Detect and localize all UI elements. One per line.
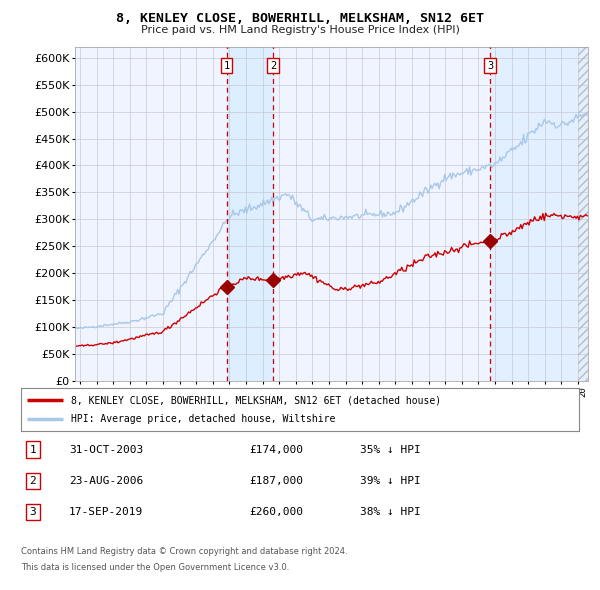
Text: Price paid vs. HM Land Registry's House Price Index (HPI): Price paid vs. HM Land Registry's House … bbox=[140, 25, 460, 35]
Text: 3: 3 bbox=[487, 61, 493, 71]
Text: 3: 3 bbox=[29, 507, 37, 517]
Bar bbox=[227, 47, 273, 381]
Text: Contains HM Land Registry data © Crown copyright and database right 2024.: Contains HM Land Registry data © Crown c… bbox=[21, 547, 347, 556]
Text: 35% ↓ HPI: 35% ↓ HPI bbox=[360, 445, 421, 454]
Text: 1: 1 bbox=[223, 61, 230, 71]
Text: 8, KENLEY CLOSE, BOWERHILL, MELKSHAM, SN12 6ET (detached house): 8, KENLEY CLOSE, BOWERHILL, MELKSHAM, SN… bbox=[71, 395, 442, 405]
Text: 31-OCT-2003: 31-OCT-2003 bbox=[69, 445, 143, 454]
Text: 1: 1 bbox=[29, 445, 37, 454]
Text: 2: 2 bbox=[29, 476, 37, 486]
Text: £187,000: £187,000 bbox=[249, 476, 303, 486]
Text: 2: 2 bbox=[270, 61, 277, 71]
Text: 23-AUG-2006: 23-AUG-2006 bbox=[69, 476, 143, 486]
Bar bbox=[490, 47, 588, 381]
Text: 8, KENLEY CLOSE, BOWERHILL, MELKSHAM, SN12 6ET: 8, KENLEY CLOSE, BOWERHILL, MELKSHAM, SN… bbox=[116, 12, 484, 25]
Text: 39% ↓ HPI: 39% ↓ HPI bbox=[360, 476, 421, 486]
Bar bbox=[578, 47, 595, 381]
Text: 17-SEP-2019: 17-SEP-2019 bbox=[69, 507, 143, 517]
Text: £174,000: £174,000 bbox=[249, 445, 303, 454]
Text: 38% ↓ HPI: 38% ↓ HPI bbox=[360, 507, 421, 517]
Text: This data is licensed under the Open Government Licence v3.0.: This data is licensed under the Open Gov… bbox=[21, 563, 289, 572]
Text: £260,000: £260,000 bbox=[249, 507, 303, 517]
Text: HPI: Average price, detached house, Wiltshire: HPI: Average price, detached house, Wilt… bbox=[71, 414, 335, 424]
